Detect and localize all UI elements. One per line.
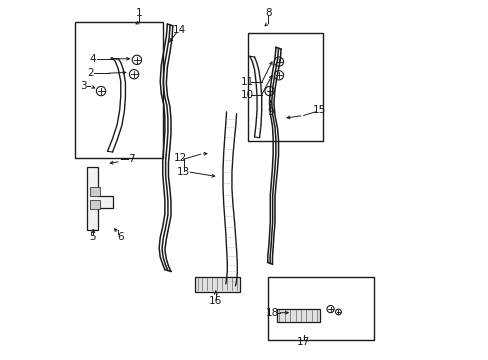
Text: 12: 12 — [173, 153, 186, 163]
Text: 10: 10 — [240, 90, 253, 100]
Bar — [195, 277, 239, 292]
Text: 7: 7 — [128, 154, 135, 164]
Text: 14: 14 — [172, 25, 185, 35]
Text: 3: 3 — [81, 81, 87, 91]
Bar — [276, 309, 319, 321]
Text: 2: 2 — [87, 68, 93, 78]
Polygon shape — [86, 167, 112, 230]
Text: 9: 9 — [266, 107, 273, 117]
Bar — [75, 22, 163, 158]
Text: 4: 4 — [90, 54, 96, 64]
Bar — [267, 277, 373, 339]
Text: 1: 1 — [136, 8, 142, 18]
Text: 8: 8 — [264, 8, 271, 18]
Text: 18: 18 — [265, 308, 279, 318]
Bar — [89, 201, 100, 210]
Text: 16: 16 — [209, 296, 222, 306]
Text: 5: 5 — [89, 232, 95, 242]
Text: 6: 6 — [117, 232, 124, 242]
Bar — [247, 33, 323, 140]
Text: 17: 17 — [296, 337, 310, 347]
Text: 13: 13 — [177, 167, 190, 177]
Text: 15: 15 — [312, 105, 325, 115]
Bar — [89, 187, 100, 196]
Text: 11: 11 — [240, 77, 253, 87]
